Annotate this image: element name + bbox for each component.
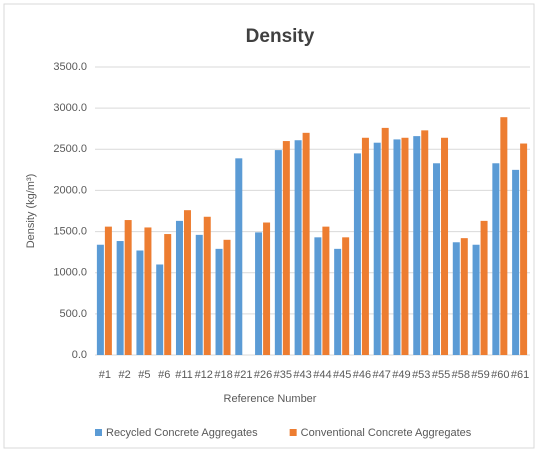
- bar: [441, 137, 449, 355]
- bar: [342, 237, 350, 355]
- bar: [413, 136, 421, 355]
- x-tick-label: #47: [373, 369, 391, 381]
- x-tick-label: #59: [471, 369, 489, 381]
- x-tick-label: #43: [293, 369, 311, 381]
- bar: [274, 150, 282, 355]
- bar: [282, 141, 290, 355]
- bar: [223, 239, 231, 355]
- y-tick-label: 1500.0: [53, 225, 87, 237]
- x-tick-label: #45: [333, 369, 351, 381]
- bar: [156, 264, 164, 355]
- bar: [164, 234, 172, 355]
- bar: [195, 234, 203, 355]
- y-tick-label: 1000.0: [53, 267, 87, 279]
- x-tick-label: #35: [274, 369, 292, 381]
- bar: [373, 142, 381, 355]
- y-tick-label: 500.0: [59, 308, 87, 320]
- y-tick-label: 2000.0: [53, 184, 87, 196]
- bar: [263, 222, 271, 355]
- x-tick-label: #6: [158, 369, 170, 381]
- bar: [183, 210, 191, 355]
- bar: [460, 238, 468, 355]
- bar: [124, 220, 132, 355]
- legend-label: Conventional Concrete Aggregates: [301, 427, 472, 439]
- legend-swatch: [289, 429, 297, 436]
- bar: [520, 143, 528, 355]
- bar: [353, 153, 361, 355]
- y-tick-label: 3000.0: [53, 102, 87, 114]
- bar: [96, 244, 104, 355]
- x-axis-label: Reference Number: [224, 393, 317, 405]
- x-tick-label: #5: [138, 369, 150, 381]
- x-tick-label: #53: [412, 369, 430, 381]
- x-tick-label: #18: [214, 369, 232, 381]
- bar: [116, 241, 124, 355]
- bar: [421, 130, 429, 355]
- x-tick-label: #11: [175, 369, 193, 381]
- x-tick-label: #12: [195, 369, 213, 381]
- bar: [322, 226, 330, 355]
- x-tick-label: #1: [99, 369, 111, 381]
- chart-title: Density: [246, 26, 315, 47]
- x-tick-label: #58: [452, 369, 470, 381]
- bar: [203, 216, 211, 355]
- bar: [472, 244, 480, 355]
- bar: [361, 137, 369, 355]
- bar: [314, 237, 322, 355]
- bar: [480, 220, 488, 355]
- y-tick-label: 2500.0: [53, 143, 87, 155]
- legend-swatch: [95, 429, 102, 436]
- bar: [401, 137, 409, 355]
- bar: [175, 220, 183, 355]
- bar: [255, 232, 263, 355]
- bar: [512, 169, 520, 355]
- bar: [294, 140, 302, 355]
- bar: [302, 132, 310, 355]
- legend-label: Recycled Concrete Aggregates: [106, 427, 258, 439]
- x-tick-label: #61: [511, 369, 529, 381]
- x-tick-label: #60: [491, 369, 509, 381]
- x-tick-label: #46: [353, 369, 371, 381]
- x-tick-label: #26: [254, 369, 272, 381]
- bar: [500, 117, 508, 356]
- bar: [235, 158, 243, 355]
- bar: [144, 227, 152, 355]
- y-axis-label: Density (kg/m³): [25, 174, 37, 249]
- bar: [381, 127, 389, 356]
- bar: [393, 139, 401, 355]
- x-tick-label: #49: [392, 369, 410, 381]
- y-tick-label: 3500.0: [53, 61, 87, 73]
- x-tick-label: #2: [119, 369, 131, 381]
- bar: [104, 226, 112, 355]
- x-tick-label: #21: [234, 369, 252, 381]
- bar: [215, 248, 223, 355]
- bar: [433, 163, 441, 355]
- x-tick-label: #55: [432, 369, 450, 381]
- y-tick-label: 0.0: [72, 349, 87, 361]
- bar: [492, 163, 500, 355]
- x-tick-label: #44: [313, 369, 331, 381]
- bar: [452, 242, 460, 355]
- bar: [334, 248, 342, 355]
- bar: [136, 250, 144, 355]
